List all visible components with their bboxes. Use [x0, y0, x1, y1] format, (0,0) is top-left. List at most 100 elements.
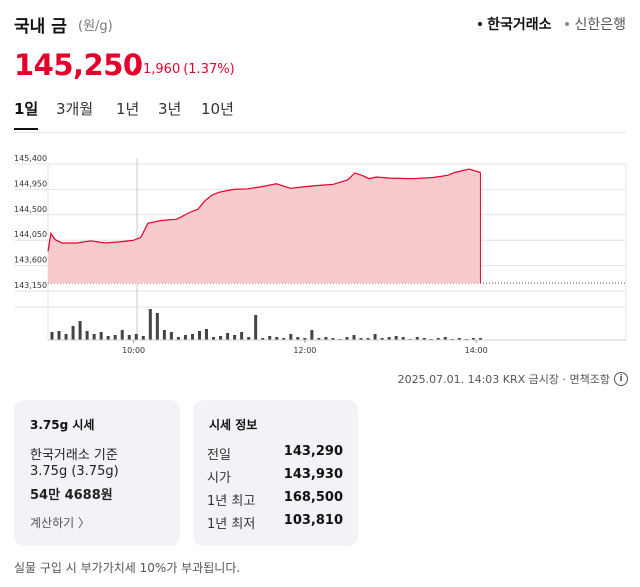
info-label: 1년 최저	[207, 517, 256, 532]
tab-1d[interactable]: 1일	[14, 100, 39, 118]
volume-bar	[345, 337, 349, 340]
tab-3y[interactable]: 3년	[158, 100, 182, 118]
volume-bar	[296, 337, 300, 340]
info-card-title: 시세 정보	[209, 418, 258, 432]
volume-bar	[155, 313, 159, 340]
source-shinhan-label: 신한은행	[574, 17, 626, 33]
volume-bar	[92, 334, 96, 340]
info-icon[interactable]: i	[614, 372, 628, 386]
price-area	[48, 169, 481, 284]
volume-bar	[226, 333, 230, 340]
volume-bar	[317, 338, 321, 340]
volume-bar	[57, 331, 61, 340]
info-value: 168,500	[283, 490, 343, 505]
volume-bar	[190, 334, 194, 340]
source-shinhan[interactable]: 신한은행	[565, 14, 626, 34]
volume-bar	[261, 338, 265, 340]
spot-card-title: 3.75g 시세	[30, 418, 95, 432]
volume-bar	[148, 309, 152, 340]
volume-bar	[324, 337, 328, 340]
volume-bar	[233, 335, 237, 340]
volume-bar	[240, 332, 244, 340]
spot-price-card: 3.75g 시세 한국거래소 기준 3.75g (3.75g) 54만 4688…	[14, 400, 180, 546]
volume-bar	[303, 338, 307, 340]
y-tick-label: 145,400	[14, 154, 47, 163]
volume-bar	[268, 336, 272, 340]
price-chart[interactable]: 145,400 144,950 144,500 144,050 143,600 143,1…	[0, 150, 640, 360]
volume-bar	[457, 338, 461, 340]
divider	[14, 132, 626, 133]
volume-bar	[219, 336, 223, 340]
volume-bar	[247, 337, 251, 340]
volume-bar	[415, 337, 419, 340]
volume-bar	[127, 335, 131, 340]
volume-bar	[387, 337, 391, 340]
volume-bar	[471, 338, 475, 340]
tab-10y[interactable]: 10년	[201, 100, 234, 118]
info-value: 143,930	[283, 467, 343, 482]
volume-bar	[436, 338, 440, 340]
volume-bar	[120, 330, 124, 340]
y-tick-label: 143,150	[14, 281, 47, 290]
info-value: 103,810	[283, 513, 343, 528]
x-tick-label: 10:00	[122, 346, 145, 355]
source-krx[interactable]: 한국거래소	[478, 14, 551, 34]
bullet-icon	[565, 22, 570, 26]
price-change: 1,960 (1.37%)	[132, 62, 235, 77]
header: 국내 금 (원/g) 한국거래소 신한은행	[14, 12, 626, 37]
volume-bar	[282, 338, 286, 340]
volume-bar	[212, 337, 216, 340]
volume-bar	[113, 335, 117, 340]
volume-bar	[134, 334, 138, 340]
y-tick-label: 144,500	[14, 205, 47, 214]
volume-bar	[106, 336, 110, 340]
tab-3m[interactable]: 3개월	[56, 100, 94, 118]
volume-bar	[85, 331, 89, 340]
bullet-icon	[478, 22, 483, 26]
active-tab-indicator	[14, 128, 38, 130]
volume-bar	[169, 332, 173, 340]
as-of-text: 2025.07.01. 14:03 KRX 금시장 · 면책조항	[397, 373, 610, 386]
volume-bar	[359, 338, 363, 340]
volume-bar	[373, 334, 377, 340]
spot-weight: 3.75g (3.75g)	[30, 464, 119, 479]
volume-bar	[78, 321, 82, 340]
volume-bar	[99, 332, 103, 340]
y-tick-label: 143,600	[14, 256, 47, 265]
page-title: 국내 금	[14, 17, 67, 37]
volume-bar	[422, 338, 426, 340]
volume-bar	[380, 338, 384, 340]
spot-value: 54만 4688원	[30, 488, 113, 503]
x-tick-label: 14:00	[465, 346, 488, 355]
as-of-note: 2025.07.01. 14:03 KRX 금시장 · 면책조항 i	[398, 371, 628, 387]
volume-bar	[64, 334, 68, 340]
y-tick-label: 144,050	[14, 230, 47, 239]
spot-basis: 한국거래소 기준	[30, 448, 118, 463]
volume-bar	[443, 337, 447, 340]
volume-bar	[254, 315, 258, 340]
calculate-link[interactable]: 계산하기 〉	[30, 516, 90, 530]
vat-footnote: 실물 구입 시 부가가치세 10%가 부과됩니다.	[14, 561, 241, 575]
volume-bar	[478, 338, 482, 340]
unit-label: (원/g)	[78, 19, 113, 34]
volume-bar	[394, 336, 398, 340]
source-krx-label: 한국거래소	[487, 17, 552, 33]
volume-bar	[50, 332, 54, 340]
volume-bar	[162, 330, 166, 340]
period-tabs: 1일 3개월 1년 3년 10년	[14, 98, 626, 132]
info-label: 전일	[207, 448, 231, 463]
volume-bar	[275, 337, 279, 340]
volume-bar	[141, 336, 145, 340]
volume-bar	[352, 335, 356, 340]
price-change-value: 1,960	[143, 62, 181, 77]
volume-bar	[197, 331, 201, 340]
up-triangle-icon	[132, 66, 140, 73]
volume-bar	[310, 330, 314, 340]
price-info-card: 시세 정보 전일 143,290 시가 143,930 1년 최고 168,50…	[193, 400, 358, 546]
volume-bar	[289, 334, 293, 340]
info-label: 시가	[207, 471, 231, 486]
price-change-pct: (1.37%)	[183, 62, 235, 77]
x-tick-label: 12:00	[293, 346, 316, 355]
volume-bar	[366, 338, 370, 340]
tab-1y[interactable]: 1년	[116, 100, 140, 118]
